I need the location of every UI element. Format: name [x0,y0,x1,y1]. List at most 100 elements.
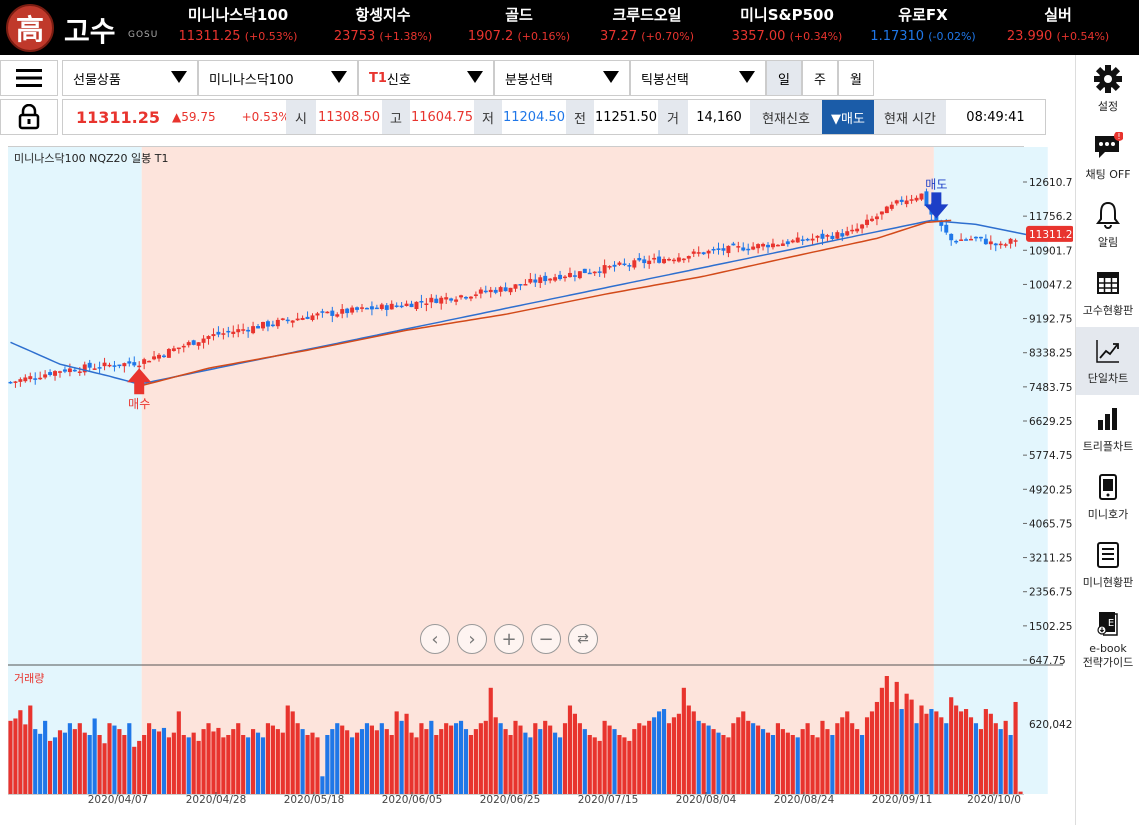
volume-bar [142,735,147,794]
ticker-price: 1.17310 [870,29,929,44]
time-label: 현재 시간 [874,99,946,135]
volume-bar [785,732,790,794]
volume-bar [879,687,884,794]
y-tick-label: 7483.75 [1029,382,1072,394]
chart-prev-button[interactable]: ‹ [420,624,450,654]
volume-bar [919,705,924,794]
sidebar-label-settings: 설정 [1097,100,1119,113]
candle-body [335,314,340,317]
candle-body [137,365,142,368]
candle-body [464,297,468,299]
price-chart[interactable]: 매수 매도 12610.75 11756.25 10901.75 10047.25 9192… [8,146,1073,806]
sidebar-item-triple-chart[interactable]: 트리플차트 [1076,395,1139,463]
volume-bar [38,733,43,794]
y-tick-label: 4920.25 [1029,484,1072,496]
candle-body [741,247,746,251]
ticker-6[interactable]: 실버 23.990 (+0.54%) [988,4,1128,48]
open-label: 시 [286,99,316,135]
volume-bar [429,720,434,794]
chat-icon: ! [1093,132,1123,162]
volume-bar [399,720,404,794]
chart-zoom-out-button[interactable]: − [531,624,561,654]
sidebar-item-single-chart[interactable]: 단일차트 [1076,327,1139,395]
sidebar-item-ebook[interactable]: E e-book 전략가이드 [1076,599,1139,679]
ticker-1[interactable]: 항셍지수 23753 (+1.38%) [313,4,453,48]
chart-reset-button[interactable]: ⇄ [568,624,598,654]
signal-label: 현재신호 [750,99,822,135]
candle-body [746,248,751,251]
ticker-4[interactable]: 미니S&P500 3357.00 (+0.34%) [717,4,857,48]
minute-select[interactable]: 분봉선택 [494,60,630,96]
sidebar-label-triple-chart: 트리플차트 [1082,440,1134,453]
sidebar-item-settings[interactable]: 설정 [1076,55,1139,123]
sidebar-item-alert[interactable]: 알림 [1076,191,1139,259]
volume-bar [681,687,686,794]
ticker-5[interactable]: 유로FX 1.17310 (-0.02%) [853,4,993,48]
candle-body [280,318,285,320]
grid-icon [1093,268,1123,298]
sidebar-label-mini-quote: 미니호가 [1087,508,1129,521]
product-type-select[interactable]: 선물상품 [62,60,198,96]
sidebar-item-gosu-board[interactable]: 고수현황판 [1076,259,1139,327]
logo-sub: GOSU [128,30,159,40]
volume-bar [894,681,899,794]
candle-body [563,276,567,279]
ticker-2[interactable]: 골드 1907.2 (+0.16%) [449,4,589,48]
candle-body [38,377,43,380]
volume-bar [1013,701,1018,794]
candle-body [241,329,246,331]
y-tick-label: 647.75 [1029,655,1066,667]
volume-bar [409,732,414,794]
volume-bar [92,718,97,794]
product-select[interactable]: 미니나스닥100 [198,60,358,96]
current-signal-sell[interactable]: ▼매도 [822,99,874,135]
candle-body [513,284,518,289]
sidebar-item-chat[interactable]: ! 채팅 OFF [1076,123,1139,191]
candle-body [805,238,810,241]
y-tick-label: 2356.75 [1029,587,1072,599]
chart-zoom-in-button[interactable]: + [494,624,524,654]
candle-body [914,197,919,201]
volume-bar [845,711,850,794]
volume-bar [350,737,355,794]
candle-body [419,301,424,303]
candle-body [577,271,582,279]
tick-select[interactable]: 틱봉선택 [630,60,766,96]
volume-label: 거 [658,99,688,135]
volume-bar [543,720,548,794]
logo[interactable]: 高 고수 GOSU [6,4,159,52]
candle-body [62,369,67,372]
candle-body [820,233,825,239]
volume-bar [746,720,751,794]
candle-body [142,359,147,364]
sidebar-item-mini-quote[interactable]: 미니호가 [1076,463,1139,531]
y-tick-label: 5774.75 [1029,450,1072,462]
candle-body [1003,244,1008,246]
period-day-button[interactable]: 일 [766,60,802,96]
candle-body [28,376,33,380]
sidebar-item-mini-board[interactable]: 미니현황판 [1076,531,1139,599]
candle-body [221,333,226,335]
volume-bar [800,729,805,794]
candle-body [261,321,265,329]
volume-bar [102,743,107,794]
candle-body [617,262,622,265]
period-week-button[interactable]: 주 [802,60,838,96]
period-month-button[interactable]: 월 [838,60,874,96]
ticker-value: 1.17310 (-0.02%) [853,26,993,48]
candle-body [855,228,860,232]
menu-button[interactable] [0,60,58,96]
lock-button[interactable] [0,99,58,135]
signal-select[interactable]: T1 신호 [358,60,494,96]
ticker-0[interactable]: 미니나스닥100 11311.25 (+0.53%) [168,4,308,48]
volume-bar [929,709,934,794]
candle-body [711,248,716,251]
chart-next-button[interactable]: › [457,624,487,654]
lock-icon [18,104,40,130]
ticker-price: 11311.25 [178,29,245,44]
volume-bar [686,705,691,794]
chart-canvas[interactable]: 매수 매도 12610.75 11756.25 10901.75 10047.25 9192… [8,146,1073,808]
ticker-3[interactable]: 크루드오일 37.27 (+0.70%) [577,4,717,48]
ticker-price: 1907.2 [467,29,518,44]
volume-bar [468,735,474,794]
